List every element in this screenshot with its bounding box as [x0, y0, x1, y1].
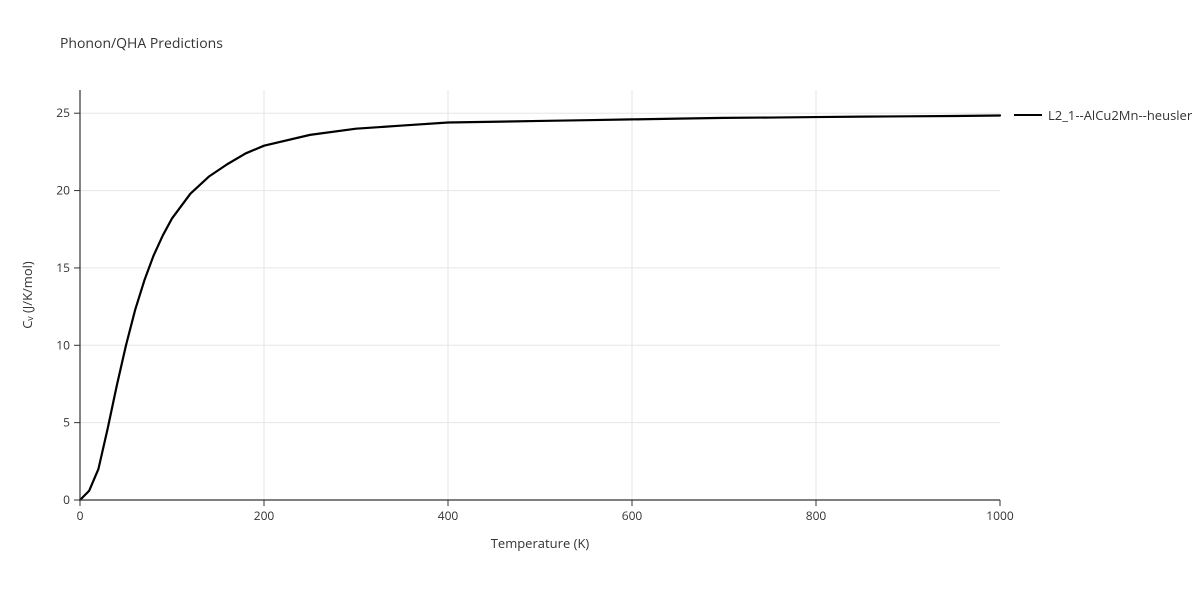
chart-svg: 0 200 400 600 800 1000 0 5 10 15 20 25 Temperature (…	[0, 0, 1200, 600]
legend: L2_1--AlCu2Mn--heusler	[1014, 106, 1192, 124]
x-tick-label: 800	[806, 507, 827, 524]
y-tick-label: 25	[56, 104, 70, 121]
x-tick-label: 600	[622, 507, 643, 524]
x-tick-label: 0	[77, 507, 84, 524]
y-tick-label: 5	[63, 414, 70, 431]
chart-container: Phonon/QHA Predictions 02004006008001000…	[0, 0, 1200, 600]
x-tick-label: 400	[438, 507, 459, 524]
legend-label: L2_1--AlCu2Mn--heusler	[1048, 106, 1192, 124]
y-tick-label: 20	[56, 182, 70, 199]
y-tick-label: 10	[56, 336, 70, 353]
y-tick-label: 0	[63, 491, 70, 508]
y-axis-label: Cᵥ (J/K/mol)	[18, 261, 36, 329]
legend-swatch-icon	[1014, 114, 1042, 116]
x-tick-label: 1000	[986, 507, 1014, 524]
y-tick-label: 15	[56, 259, 70, 276]
x-axis-label: Temperature (K)	[491, 534, 590, 552]
x-tick-label: 200	[254, 507, 275, 524]
